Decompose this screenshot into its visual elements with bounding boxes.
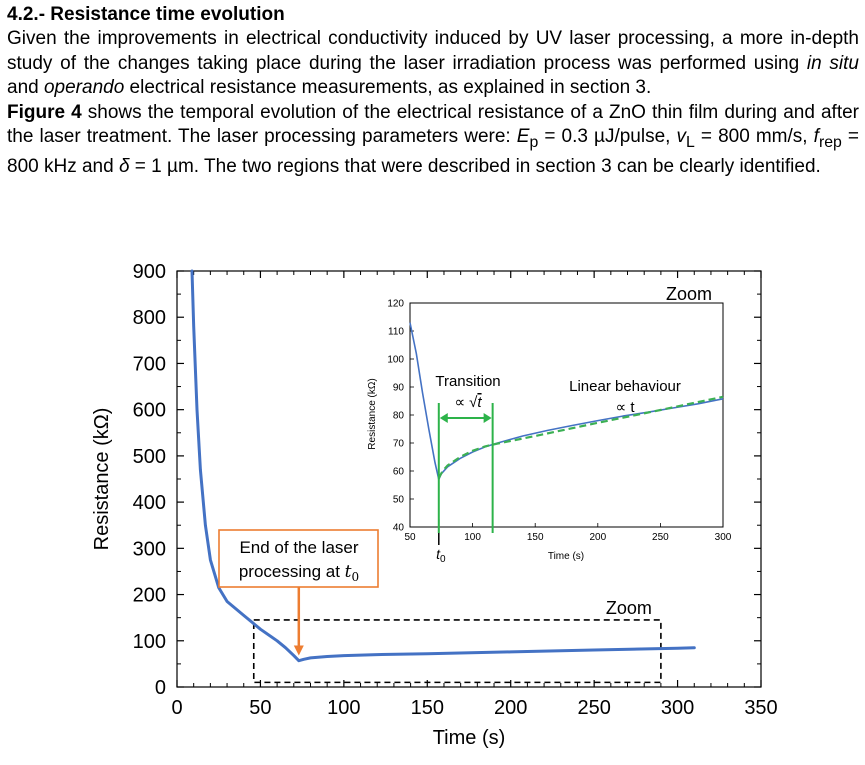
para1-em-operando: operando	[43, 77, 125, 98]
inset-fit-dashed-line	[437, 395, 724, 479]
inset-t0-sub: 0	[440, 554, 446, 565]
inset-y-tick-label: 100	[387, 355, 404, 366]
annotation-line-2: processing at t0	[239, 562, 359, 584]
main-x-tick-label: 350	[744, 697, 777, 719]
annotation-t0: t	[345, 562, 352, 582]
main-x-tick-label: 300	[661, 697, 694, 719]
inset-t0-base: t	[436, 546, 441, 562]
annotation-line-1: End of the laser	[239, 538, 358, 557]
para1-em-in-situ: in situ	[806, 52, 859, 74]
inset-y-axis-label: Resistance (kΩ)	[367, 378, 378, 449]
inset-y-tick-label: 80	[393, 411, 405, 422]
inset-x-tick-label: 300	[715, 532, 732, 543]
inset-y-tick-label: 120	[387, 299, 404, 310]
main-y-tick-label: 800	[133, 307, 166, 329]
annotation-arrow-head	[293, 645, 304, 656]
main-x-tick-label: 50	[249, 697, 271, 719]
inset-x-tick-label: 50	[404, 532, 416, 543]
zoom-box-label: Zoom	[606, 598, 652, 618]
inset-x-tick-label: 250	[652, 532, 669, 543]
main-y-tick-label: 600	[133, 400, 166, 422]
delta-value: = 1 µm. The two regions that were descri…	[129, 156, 821, 178]
inset-x-tick-label: 100	[464, 532, 481, 543]
inset-x-tick-labels: 50 100 150 200 250 300	[404, 532, 731, 543]
section-heading: 4.2.- Resistance time evolution	[7, 4, 285, 25]
frep-value: = 800 kHz and	[7, 126, 860, 178]
zoom-box	[252, 619, 662, 684]
main-x-tick-label: 0	[171, 697, 182, 719]
para1-text-1: Given the improvements in electrical con…	[7, 28, 859, 74]
paragraph-2: Figure 4 shows the temporal evolution of…	[7, 101, 859, 180]
para1-text-2: and	[7, 77, 44, 98]
inset-y-tick-label: 60	[393, 467, 405, 478]
transition-arrow-head-left	[439, 413, 448, 423]
main-axis-ticks	[176, 270, 762, 688]
vl-subscript: L	[686, 133, 695, 151]
para1-text-3: electrical resistance measurements, as e…	[124, 77, 652, 98]
transition-label: Transition	[435, 373, 500, 390]
para2-text-1: shows the temporal evolution of the elec…	[7, 101, 859, 148]
main-x-tick-label: 100	[327, 697, 360, 719]
main-x-tick-label: 150	[411, 697, 444, 719]
annotation-line-2-text: processing at	[239, 562, 345, 581]
main-y-tick-label: 900	[133, 261, 166, 283]
transition-prop-symbol: ∝	[454, 394, 465, 411]
delta-symbol: δ	[118, 156, 130, 178]
frep-symbol: f	[813, 126, 819, 147]
annotation-t0-sub: 0	[352, 570, 360, 584]
main-x-tick-labels: 0 50 100 150 200 250 300 350	[171, 697, 777, 719]
transition-sqrt-arg: t	[477, 394, 482, 411]
transition-sqrt-symbol: √	[469, 394, 478, 411]
main-y-tick-label: 0	[155, 677, 166, 699]
inset-t0-label: t0	[436, 546, 446, 565]
main-y-tick-label: 700	[133, 353, 166, 375]
linear-proportional: ∝ t	[615, 399, 635, 416]
resistance-series-line	[190, 269, 696, 663]
end-of-processing-annotation: End of the laser processing at t0	[218, 529, 379, 656]
figure-4-reference[interactable]: Figure 4	[7, 101, 82, 123]
inset-y-tick-label: 50	[393, 495, 405, 506]
main-y-tick-label: 500	[133, 446, 166, 468]
frep-subscript: rep	[818, 133, 842, 151]
transition-proportional: ∝ √t	[454, 394, 482, 411]
inset-axis-ticks	[409, 302, 724, 528]
main-x-axis-label: Time (s)	[433, 727, 506, 749]
section-text: 4.2.- Resistance time evolution Given th…	[7, 2, 859, 180]
inset-y-tick-labels: 40 50 60 70 80 90 100 110 120	[387, 299, 404, 534]
inset-x-tick-label: 200	[589, 532, 606, 543]
main-y-tick-label: 300	[133, 538, 166, 560]
vl-symbol: v	[676, 126, 687, 147]
ep-symbol: E	[516, 126, 530, 147]
annotation-box	[218, 529, 379, 588]
inset-y-tick-label: 110	[388, 327, 404, 338]
main-y-tick-label: 200	[133, 585, 166, 607]
main-y-tick-label: 400	[133, 492, 166, 514]
inset-y-tick-label: 40	[393, 523, 405, 534]
main-y-tick-labels: 0 100 200 300 400 500 600 700 800 900	[133, 261, 166, 699]
vl-value: = 800 mm/s,	[694, 126, 814, 147]
inset-y-tick-label: 70	[393, 439, 405, 450]
inset-x-tick-label: 150	[527, 532, 544, 543]
inset-background	[405, 295, 741, 522]
transition-arrow-head-right	[483, 413, 492, 423]
ep-subscript: p	[529, 133, 539, 151]
paragraph-1: Given the improvements in electrical con…	[7, 27, 859, 101]
main-y-axis-label: Resistance (kΩ)	[91, 408, 113, 551]
main-x-tick-label: 200	[494, 697, 527, 719]
main-y-tick-label: 100	[133, 631, 166, 653]
inset-title: Zoom	[666, 284, 712, 304]
inset-y-tick-label: 90	[393, 383, 405, 394]
main-x-tick-label: 250	[577, 697, 610, 719]
inset-x-axis-label: Time (s)	[548, 551, 584, 562]
linear-label: Linear behaviour	[569, 378, 681, 395]
ep-value: = 0.3 µJ/pulse,	[538, 126, 677, 147]
